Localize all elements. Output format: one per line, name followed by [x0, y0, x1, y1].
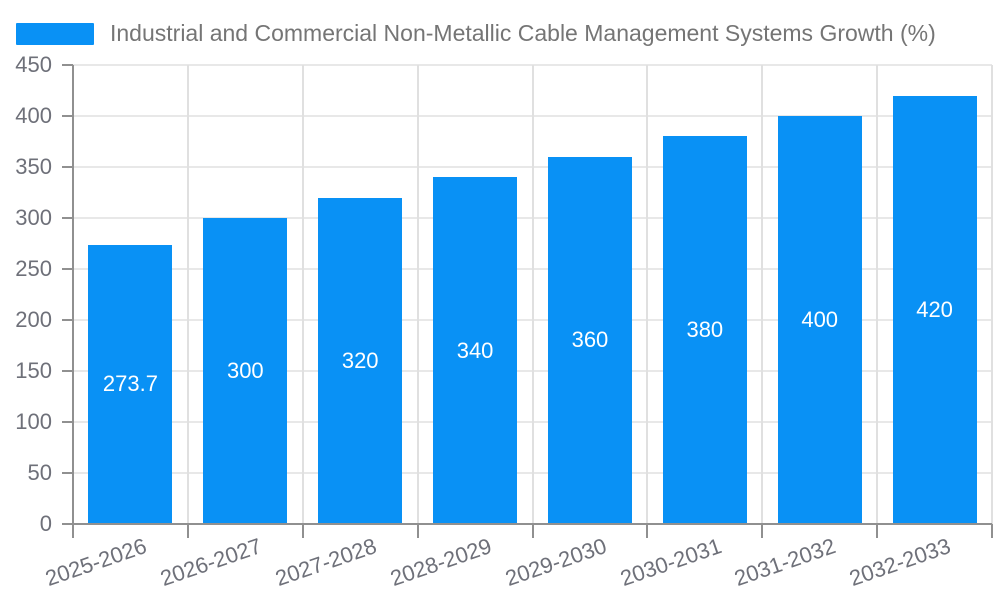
x-axis-tick — [761, 524, 764, 538]
bar-value-label: 380 — [686, 317, 724, 343]
y-axis-tick — [62, 115, 73, 117]
legend-item[interactable]: Industrial and Commercial Non-Metallic C… — [16, 22, 936, 45]
bar-value-label: 400 — [801, 307, 839, 332]
bar[interactable] — [777, 116, 862, 524]
v-gridline — [416, 65, 419, 524]
y-tick-label: 400 — [15, 103, 52, 128]
v-gridline — [991, 65, 993, 524]
y-tick-label: 150 — [15, 358, 52, 383]
bar-value-label: 420 — [916, 296, 953, 322]
x-axis-tick — [416, 524, 419, 538]
bar[interactable] — [547, 156, 632, 524]
y-tick-label: 100 — [15, 409, 52, 434]
y-axis-tick — [62, 217, 73, 219]
x-axis-tick — [646, 524, 649, 538]
x-axis-tick — [72, 524, 74, 538]
y-tick-label: 450 — [15, 52, 52, 77]
x-tick-label: 2025-2026 — [42, 533, 150, 592]
x-axis-tick — [186, 524, 189, 538]
y-tick-label: 350 — [15, 154, 52, 179]
y-axis-tick — [62, 472, 73, 474]
bar[interactable] — [203, 218, 288, 524]
y-tick-label: 50 — [27, 460, 52, 485]
x-axis-tick — [991, 524, 993, 538]
y-axis-tick — [62, 421, 73, 423]
x-tick-label: 2029-2030 — [501, 533, 610, 592]
legend-label: Industrial and Commercial Non-Metallic C… — [110, 20, 936, 46]
bar[interactable] — [662, 136, 747, 524]
bar[interactable] — [433, 177, 518, 524]
y-axis-tick — [62, 523, 73, 525]
x-tick-label: 2032-2033 — [846, 533, 955, 592]
v-gridline — [186, 65, 189, 524]
y-tick-label: 250 — [15, 256, 52, 281]
bar-value-label: 340 — [456, 337, 494, 363]
bar[interactable] — [88, 244, 173, 524]
y-axis-tick — [62, 268, 73, 270]
x-axis-tick — [876, 524, 879, 538]
y-axis-line — [72, 65, 74, 524]
x-tick-label: 2030-2031 — [616, 533, 725, 592]
x-axis-tick — [301, 524, 304, 538]
v-gridline — [761, 65, 764, 524]
x-axis-line — [62, 523, 992, 525]
y-axis-tick — [62, 166, 73, 168]
y-tick-label: 300 — [15, 205, 52, 230]
bar[interactable] — [892, 95, 977, 524]
legend-swatch — [16, 22, 94, 45]
x-tick-label: 2027-2028 — [272, 533, 380, 592]
y-axis-tick — [62, 370, 73, 372]
v-gridline — [646, 65, 649, 524]
bar-value-label: 273.7 — [102, 371, 158, 397]
x-axis-tick — [531, 524, 534, 538]
bar[interactable] — [318, 197, 403, 524]
y-axis-tick — [62, 64, 73, 66]
bar-value-label: 300 — [226, 358, 264, 383]
v-gridline — [301, 65, 304, 524]
bar-value-label: 360 — [571, 327, 609, 353]
v-gridline — [531, 65, 534, 524]
y-axis-tick — [62, 319, 73, 321]
y-tick-label: 0 — [39, 511, 52, 536]
x-tick-label: 2031-2032 — [731, 533, 840, 592]
x-tick-label: 2026-2027 — [157, 533, 265, 592]
y-tick-label: 200 — [15, 307, 52, 332]
v-gridline — [876, 65, 879, 524]
bar-value-label: 320 — [341, 347, 379, 373]
x-tick-label: 2028-2029 — [386, 533, 495, 592]
